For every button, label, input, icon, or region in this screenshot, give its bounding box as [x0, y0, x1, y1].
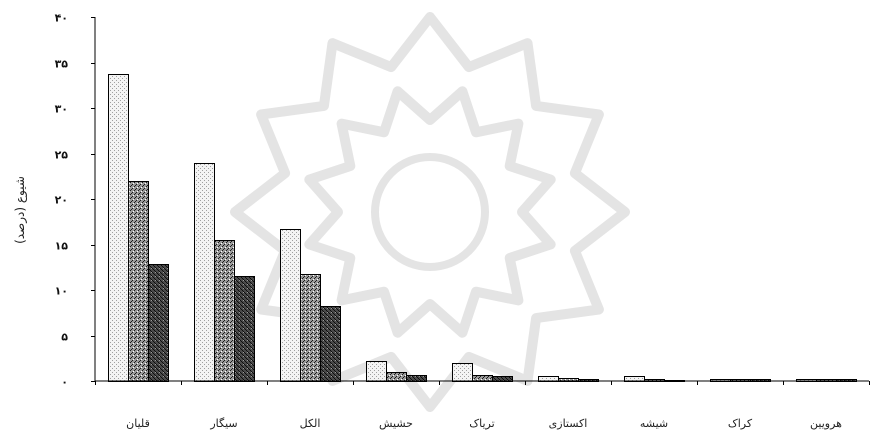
category-label: هرویین	[810, 417, 842, 430]
y-tick-label: ۱۰	[55, 285, 68, 298]
y-tick-label: ۲۰	[55, 194, 68, 207]
category-label: قلیان	[126, 417, 150, 430]
y-axis-labels: ۰ ۵ ۱۰ ۱۵ ۲۰ ۲۵ ۳۰ ۳۵ ۴۰	[55, 12, 69, 389]
category-label: حشیش	[379, 417, 413, 430]
bar-series-1-category-4	[366, 361, 387, 382]
y-tick-label: ۲۵	[55, 149, 69, 162]
watermark-center-ring	[371, 153, 489, 271]
y-tick-label: ۵	[61, 331, 68, 344]
bar-series-1-category-5	[452, 363, 473, 382]
x-axis-labels: قلیان سیگار الکل حشیش تریاک اکستازی شیشه کراک هر…	[126, 417, 842, 430]
category-label: تریاک	[469, 417, 494, 430]
category-label: کراک	[728, 417, 753, 430]
category-label: شیشه	[640, 417, 668, 430]
y-tick-label: ۳۵	[55, 58, 69, 71]
watermark-logo	[230, 12, 630, 412]
category-label: اکستازی	[549, 417, 588, 430]
category-label: الکل	[300, 417, 321, 430]
y-tick-label: ۰	[61, 376, 68, 389]
bar-series-1-category-3	[280, 229, 301, 382]
bar-series-3-category-3	[320, 306, 341, 382]
bar-series-2-category-2	[214, 240, 235, 382]
category-label: سیگار	[209, 417, 237, 430]
bar-series-2-category-3	[300, 274, 321, 382]
y-axis-title: شیوع (درصد)	[13, 176, 28, 244]
bar-series-2-category-4	[386, 372, 407, 382]
bar-series-1-category-2	[194, 163, 215, 382]
watermark-inner-star	[304, 86, 556, 338]
watermark-outer-star	[230, 12, 630, 412]
y-tick-label: ۳۰	[55, 103, 68, 116]
y-tick-label: ۴۰	[55, 12, 68, 25]
bar-series-3-category-2	[234, 276, 255, 382]
bar-series-3-category-1	[148, 264, 169, 382]
bar-series-1-category-1	[108, 74, 129, 382]
bar-series-2-category-1	[128, 181, 149, 382]
bars	[108, 74, 857, 382]
y-tick-label: ۱۵	[55, 240, 69, 253]
